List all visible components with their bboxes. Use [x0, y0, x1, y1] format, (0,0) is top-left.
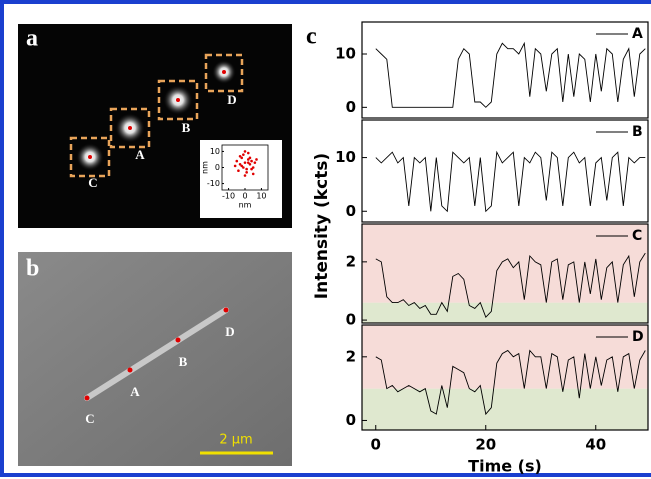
y-tick-label: 0	[346, 98, 356, 116]
state-band	[362, 389, 648, 430]
panel-label: b	[26, 256, 39, 282]
y-axis-label: nm	[201, 161, 210, 174]
x-tick-label: 10	[256, 192, 266, 201]
point	[244, 174, 247, 177]
spot-label: C	[88, 175, 97, 190]
trace	[376, 152, 646, 211]
y-tick-label: -10	[207, 179, 220, 188]
point	[247, 152, 250, 155]
y-tick-label: 2	[346, 252, 356, 270]
x-tick-label: 0	[371, 436, 381, 454]
trace	[376, 43, 646, 107]
y-tick-label: 0	[346, 202, 356, 220]
x-tick-label: 40	[585, 436, 606, 454]
spot-label: D	[227, 92, 236, 107]
y-tick-label: 10	[335, 148, 356, 166]
point	[252, 173, 255, 176]
panel-label: a	[26, 26, 38, 52]
point	[237, 169, 240, 172]
point	[255, 158, 258, 161]
y-axis-label: Intensity (kcts)	[312, 153, 332, 299]
x-tick-label: 0	[242, 192, 247, 201]
point	[242, 153, 245, 156]
y-tick-label: 0	[346, 411, 356, 429]
state-band	[362, 325, 648, 389]
point	[240, 157, 243, 160]
spot-label: B	[182, 120, 191, 135]
legend-label: C	[632, 228, 642, 244]
point	[250, 160, 253, 163]
legend-label: A	[632, 26, 643, 42]
point	[244, 150, 247, 153]
point	[254, 161, 257, 164]
legend-label: D	[632, 329, 644, 345]
scale-bar-label: 2 μm	[219, 433, 252, 448]
panel-b: b A B C D 2 μm	[18, 252, 292, 466]
figure: a A B C D b A B C D 2 μm c Intensity (kc…	[0, 0, 651, 479]
x-axis-label: nm	[239, 201, 252, 210]
point	[245, 171, 248, 174]
point	[252, 166, 255, 169]
x-tick-label: -10	[222, 192, 235, 201]
point	[249, 157, 252, 160]
point	[247, 161, 250, 164]
point-label: C	[85, 411, 94, 426]
point-label: A	[130, 384, 140, 399]
point	[245, 168, 248, 171]
y-tick-label: 10	[335, 45, 356, 63]
y-tick-label: 10	[210, 147, 220, 156]
x-tick-label: 20	[475, 436, 496, 454]
plot-frame	[362, 22, 648, 118]
point	[244, 161, 247, 164]
point	[234, 165, 237, 168]
y-tick-label: 0	[346, 311, 356, 329]
point	[242, 166, 245, 169]
panel-a: a A B C D	[18, 24, 292, 228]
state-band	[362, 303, 648, 323]
panel-label: c	[306, 24, 317, 50]
point-label: B	[179, 354, 188, 369]
point-label: D	[225, 324, 234, 339]
point	[235, 160, 238, 163]
y-tick-label: 0	[215, 163, 220, 172]
x-axis-label: Time (s)	[468, 457, 542, 476]
spot-label: A	[135, 147, 145, 162]
y-tick-label: 2	[346, 347, 356, 365]
legend-label: B	[632, 124, 643, 140]
